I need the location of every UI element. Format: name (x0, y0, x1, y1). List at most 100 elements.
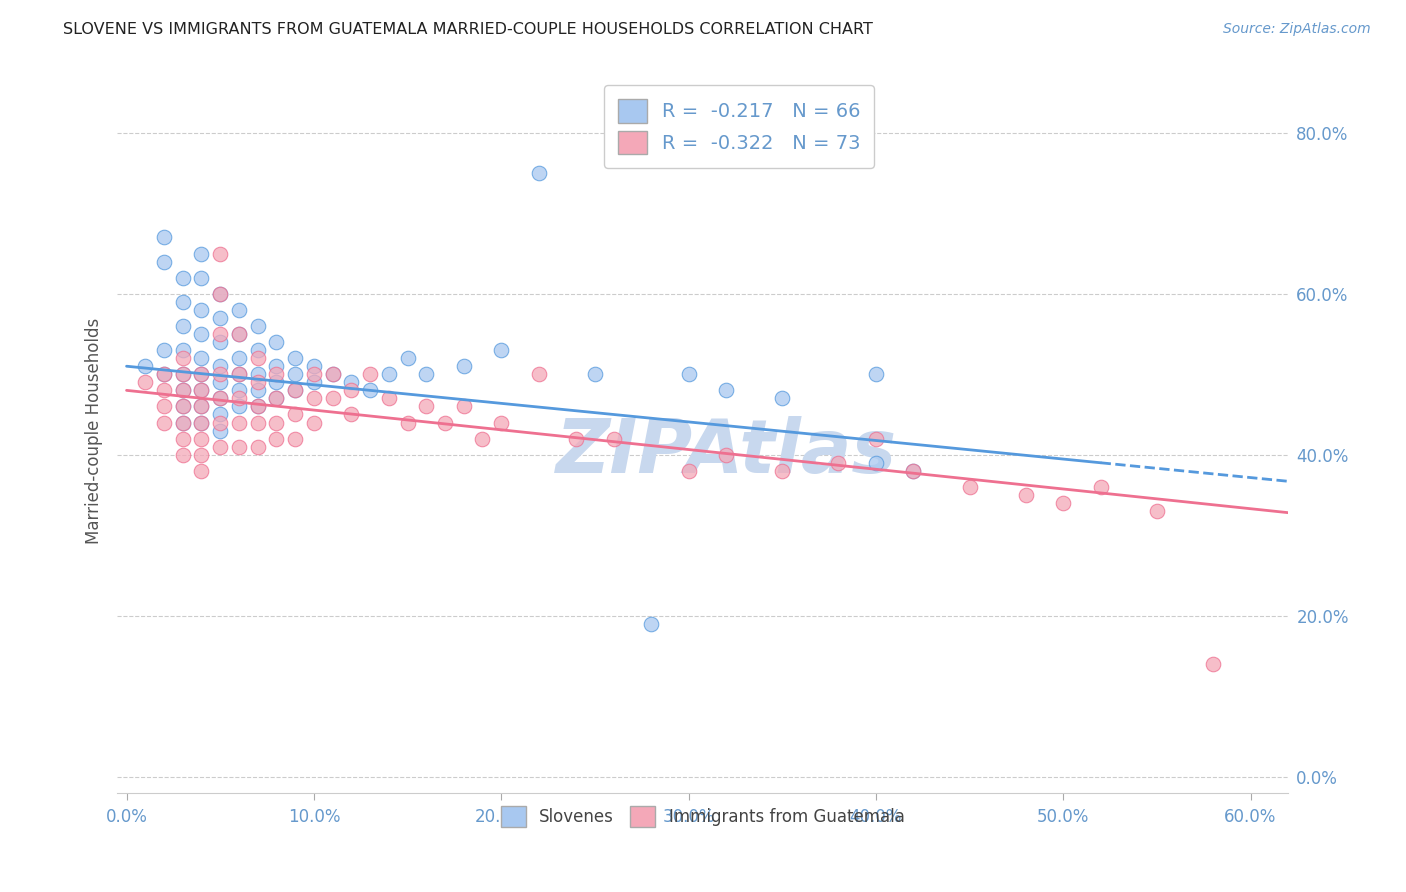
Point (209, 310, 232, 325)
Point (246, 384, 269, 398)
Point (678, 368, 700, 382)
Point (527, 166, 550, 180)
Point (172, 368, 194, 382)
Text: ZIPAtlas: ZIPAtlas (555, 416, 897, 489)
Text: Source: ZipAtlas.com: Source: ZipAtlas.com (1223, 22, 1371, 37)
Point (714, 384, 737, 398)
Point (302, 376, 325, 390)
Point (209, 392, 232, 406)
Point (228, 392, 250, 406)
Point (284, 368, 307, 382)
Point (246, 440, 269, 454)
Point (865, 432, 887, 446)
Point (714, 448, 737, 462)
Point (190, 416, 212, 430)
Point (228, 368, 250, 382)
Point (190, 416, 212, 430)
Point (246, 343, 269, 358)
Point (228, 384, 250, 398)
Point (322, 368, 344, 382)
Point (228, 416, 250, 430)
Point (172, 448, 194, 462)
Point (190, 400, 212, 414)
Point (172, 416, 194, 430)
Point (153, 416, 176, 430)
Point (302, 359, 325, 374)
Point (153, 368, 176, 382)
Point (228, 326, 250, 341)
Point (190, 384, 212, 398)
Point (602, 432, 624, 446)
Point (153, 384, 176, 398)
Point (190, 326, 212, 341)
Point (228, 302, 250, 317)
Point (266, 376, 288, 390)
Point (322, 392, 344, 406)
Point (865, 368, 887, 382)
Point (266, 392, 288, 406)
Text: SLOVENE VS IMMIGRANTS FROM GUATEMALA MARRIED-COUPLE HOUSEHOLDS CORRELATION CHART: SLOVENE VS IMMIGRANTS FROM GUATEMALA MAR… (63, 22, 873, 37)
Point (340, 376, 363, 390)
Point (172, 416, 194, 430)
Point (246, 368, 269, 382)
Point (172, 400, 194, 414)
Point (396, 416, 419, 430)
Point (284, 351, 307, 366)
Point (453, 359, 475, 374)
Point (209, 392, 232, 406)
Point (209, 246, 232, 260)
Point (302, 416, 325, 430)
Point (827, 456, 849, 470)
Point (209, 368, 232, 382)
Point (209, 286, 232, 301)
Point (302, 368, 325, 382)
Point (865, 456, 887, 470)
Point (153, 230, 176, 244)
Point (246, 416, 269, 430)
Point (228, 440, 250, 454)
Point (322, 368, 344, 382)
Point (190, 368, 212, 382)
Point (266, 432, 288, 446)
Point (284, 384, 307, 398)
Point (1090, 480, 1112, 494)
Point (246, 318, 269, 333)
Point (172, 294, 194, 309)
Point (396, 351, 419, 366)
Point (190, 270, 212, 285)
Point (359, 384, 381, 398)
Point (359, 368, 381, 382)
Point (190, 384, 212, 398)
Point (190, 351, 212, 366)
Point (190, 246, 212, 260)
Point (340, 408, 363, 422)
Point (209, 408, 232, 422)
Point (583, 368, 606, 382)
Point (1052, 496, 1074, 510)
Point (172, 351, 194, 366)
Point (153, 343, 176, 358)
Legend: Slovenes, Immigrants from Guatemala: Slovenes, Immigrants from Guatemala (492, 798, 912, 835)
Point (190, 302, 212, 317)
Point (246, 400, 269, 414)
Point (209, 416, 232, 430)
Point (1015, 488, 1038, 502)
Point (153, 368, 176, 382)
Point (209, 424, 232, 438)
Point (678, 464, 700, 478)
Point (489, 416, 512, 430)
Point (209, 326, 232, 341)
Point (378, 368, 401, 382)
Point (284, 432, 307, 446)
Point (903, 464, 925, 478)
Point (190, 400, 212, 414)
Point (1146, 504, 1168, 518)
Point (134, 359, 156, 374)
Point (1202, 657, 1225, 671)
Point (190, 368, 212, 382)
Point (246, 400, 269, 414)
Point (340, 384, 363, 398)
Point (266, 359, 288, 374)
Point (153, 400, 176, 414)
Point (172, 400, 194, 414)
